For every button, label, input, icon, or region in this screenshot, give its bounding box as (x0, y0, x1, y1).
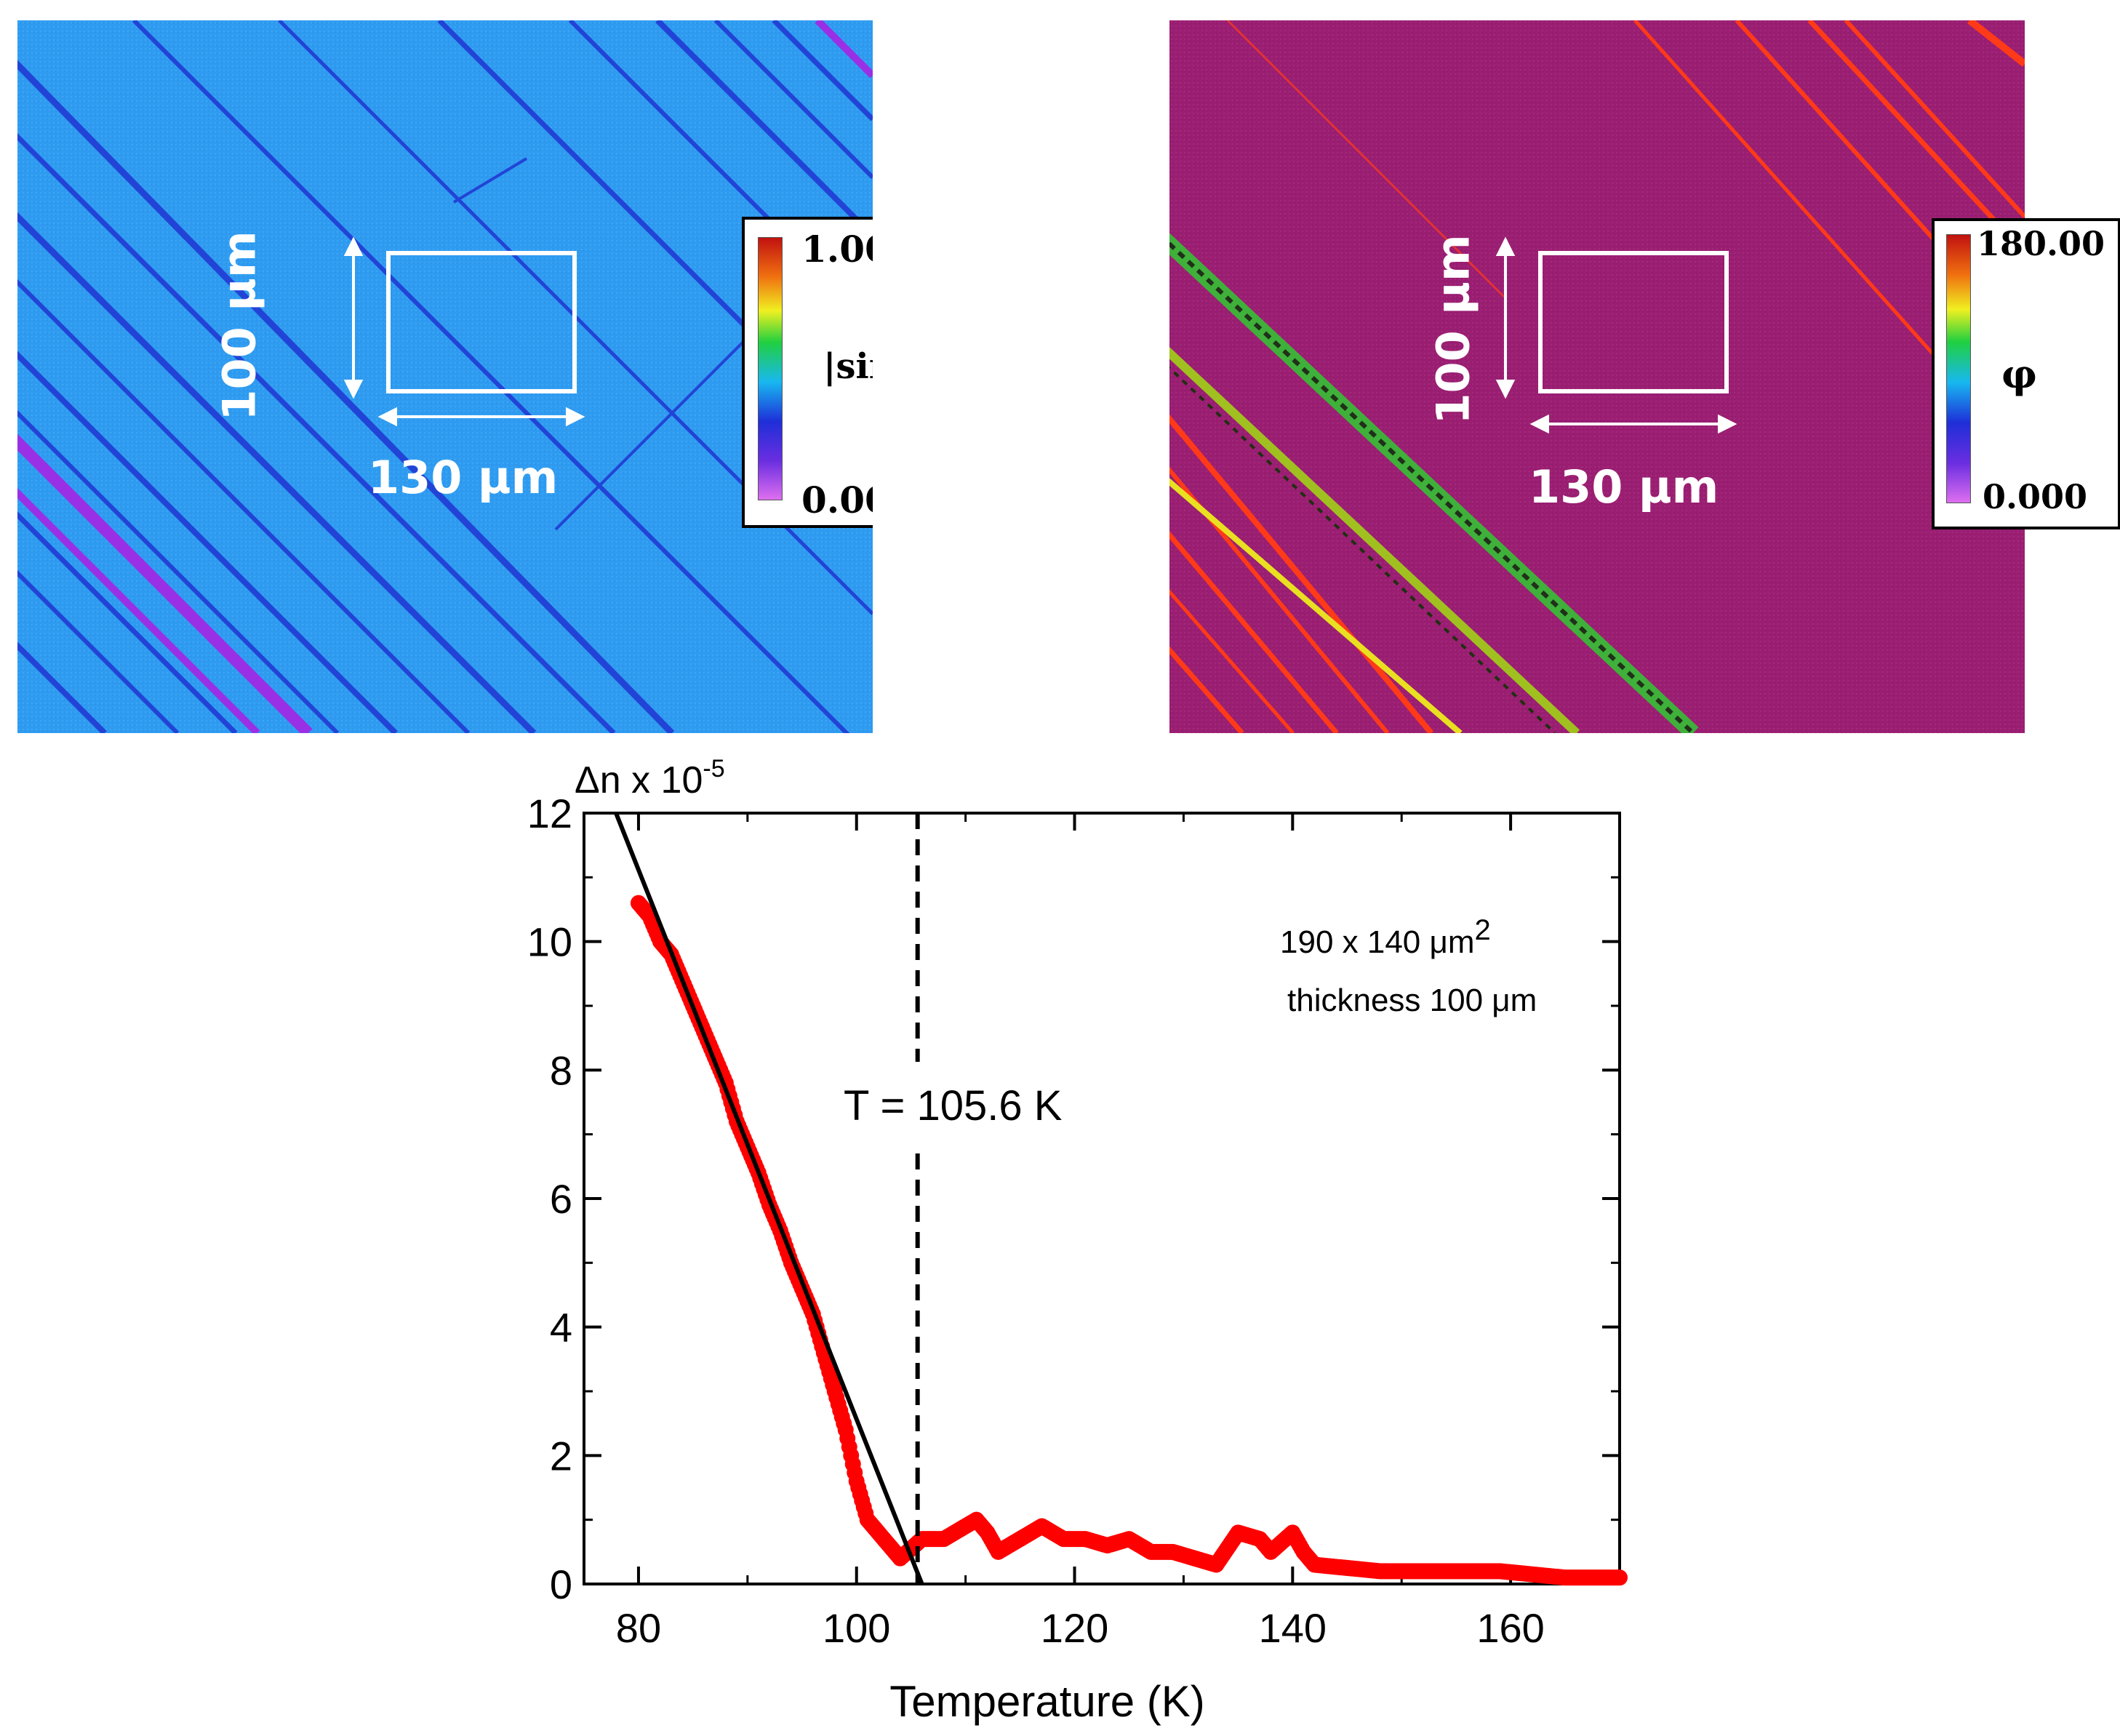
sample-size-annotation: 190 x 140 μm2 (1280, 914, 1491, 960)
data-point (1612, 1569, 1628, 1586)
phi-image (1169, 20, 2025, 733)
sin-delta-colorbar-gradient (758, 237, 783, 500)
y-tick-label: 4 (550, 1305, 572, 1351)
x-axis-label: Temperature (K) (889, 1677, 1204, 1726)
y-tick-label: 8 (550, 1047, 572, 1093)
phi-colorbar-max: 180.00 (1977, 224, 2105, 263)
y-tick-label: 0 (550, 1561, 572, 1607)
horizontal-dimension-label: 130 µm (1529, 460, 1719, 513)
sin-delta-map: 100 µm 130 µm 1.000 |sinδ| 0.000 (17, 20, 873, 733)
y-tick-label: 6 (550, 1176, 572, 1222)
sin-delta-colorbar-min: 0.000 (801, 479, 873, 521)
sin-delta-image (17, 20, 873, 733)
sin-delta-colorbar-label: |sinδ| (823, 346, 873, 387)
horizontal-dimension-label: 130 µm (368, 451, 559, 504)
y-axis-label: Δn x 10-5 (575, 755, 725, 801)
x-tick-label: 120 (1041, 1605, 1108, 1651)
transition-annotation: T = 105.6 K (844, 1082, 1063, 1129)
x-tick-label: 100 (823, 1605, 890, 1651)
phi-colorbar-min: 0.000 (1983, 477, 2088, 516)
thickness-annotation: thickness 100 μm (1287, 983, 1537, 1018)
x-axis: 80 100 120 140 160 (616, 813, 1621, 1651)
x-tick-label: 80 (616, 1605, 661, 1651)
linear-fit-line (614, 812, 924, 1585)
y-tick-label: 10 (527, 919, 572, 965)
annotation-gap (903, 1062, 932, 1149)
y-axis: 0 2 4 6 8 10 12 (527, 791, 1620, 1607)
x-tick-label: 160 (1476, 1605, 1544, 1651)
y-tick-label: 2 (550, 1433, 572, 1479)
y-tick-label: 12 (527, 791, 572, 836)
sin-delta-colorbar-max: 1.000 (801, 228, 873, 271)
phi-colorbar-label: φ (2001, 351, 2037, 397)
x-tick-label: 140 (1259, 1605, 1327, 1651)
phi-map: 100 µm 130 µm (1169, 20, 2025, 733)
phi-colorbar-gradient (1946, 234, 1971, 503)
